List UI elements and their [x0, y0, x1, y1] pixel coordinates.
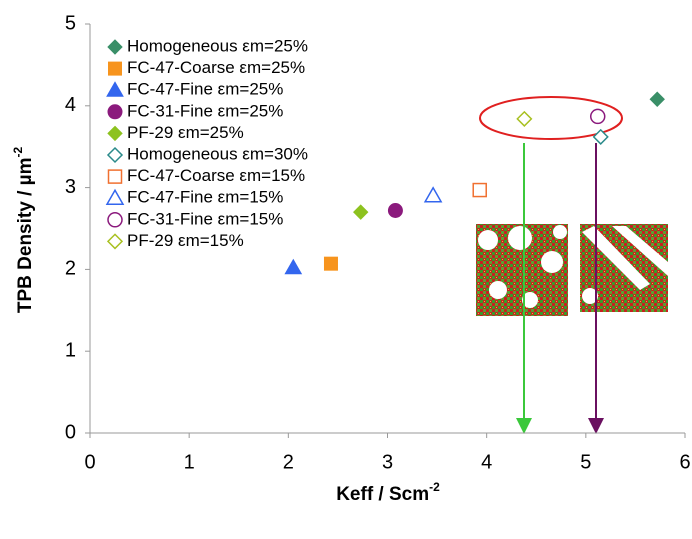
highlight-ellipse: [479, 96, 623, 140]
x-tick-label: 1: [184, 451, 195, 473]
legend-label: FC-31-Fine εm=15%: [127, 209, 283, 228]
legend-label: PF-29 εm=25%: [127, 123, 244, 142]
y-tick-label: 5: [65, 12, 76, 34]
y-tick-label: 2: [65, 258, 76, 280]
legend-marker: [106, 81, 124, 97]
point: [516, 110, 533, 127]
x-tick-label: 4: [481, 451, 492, 473]
inset-images: [476, 224, 668, 316]
legend-marker: [106, 146, 124, 164]
legend-marker: [107, 125, 123, 142]
x-tick-label: 6: [679, 451, 690, 473]
point: [323, 256, 338, 271]
y-tick-label: 3: [65, 176, 76, 198]
legend-label: FC-47-Fine εm=25%: [127, 80, 283, 99]
x-tick-label: 3: [382, 451, 393, 473]
legend-label: PF-29 εm=15%: [127, 231, 244, 250]
legend-marker: [105, 188, 125, 205]
legend-marker: [107, 212, 123, 228]
y-axis-label: TPB Density / µm-2: [11, 147, 36, 314]
point: [649, 91, 665, 107]
legend-label: FC-31-Fine εm=25%: [127, 101, 283, 120]
legend-label: FC-47-Coarse εm=25%: [127, 58, 305, 77]
legend-marker: [106, 233, 124, 250]
legend-label: FC-47-Coarse εm=15%: [127, 166, 305, 185]
y-tick-label: 0: [65, 421, 76, 443]
y-tick-label: 4: [65, 94, 76, 116]
legend-label: Homogeneous εm=25%: [127, 36, 308, 55]
point: [423, 186, 443, 203]
point: [353, 204, 369, 220]
point: [589, 108, 606, 125]
x-tick-label: 5: [580, 451, 591, 473]
legend-marker: [107, 104, 123, 120]
legend-label: Homogeneous εm=30%: [127, 144, 308, 163]
legend-label: FC-47-Fine εm=15%: [127, 188, 283, 207]
x-tick-label: 2: [283, 451, 294, 473]
point: [592, 128, 609, 145]
point: [472, 182, 487, 198]
legend-marker: [108, 61, 122, 76]
point: [284, 258, 303, 275]
point: [387, 203, 403, 219]
legend-marker: [107, 39, 123, 55]
y-tick-label: 1: [65, 339, 76, 361]
legend-marker: [107, 169, 123, 184]
x-tick-label: 0: [84, 451, 95, 473]
x-axis-label: Keff / Scm-2: [336, 480, 440, 505]
